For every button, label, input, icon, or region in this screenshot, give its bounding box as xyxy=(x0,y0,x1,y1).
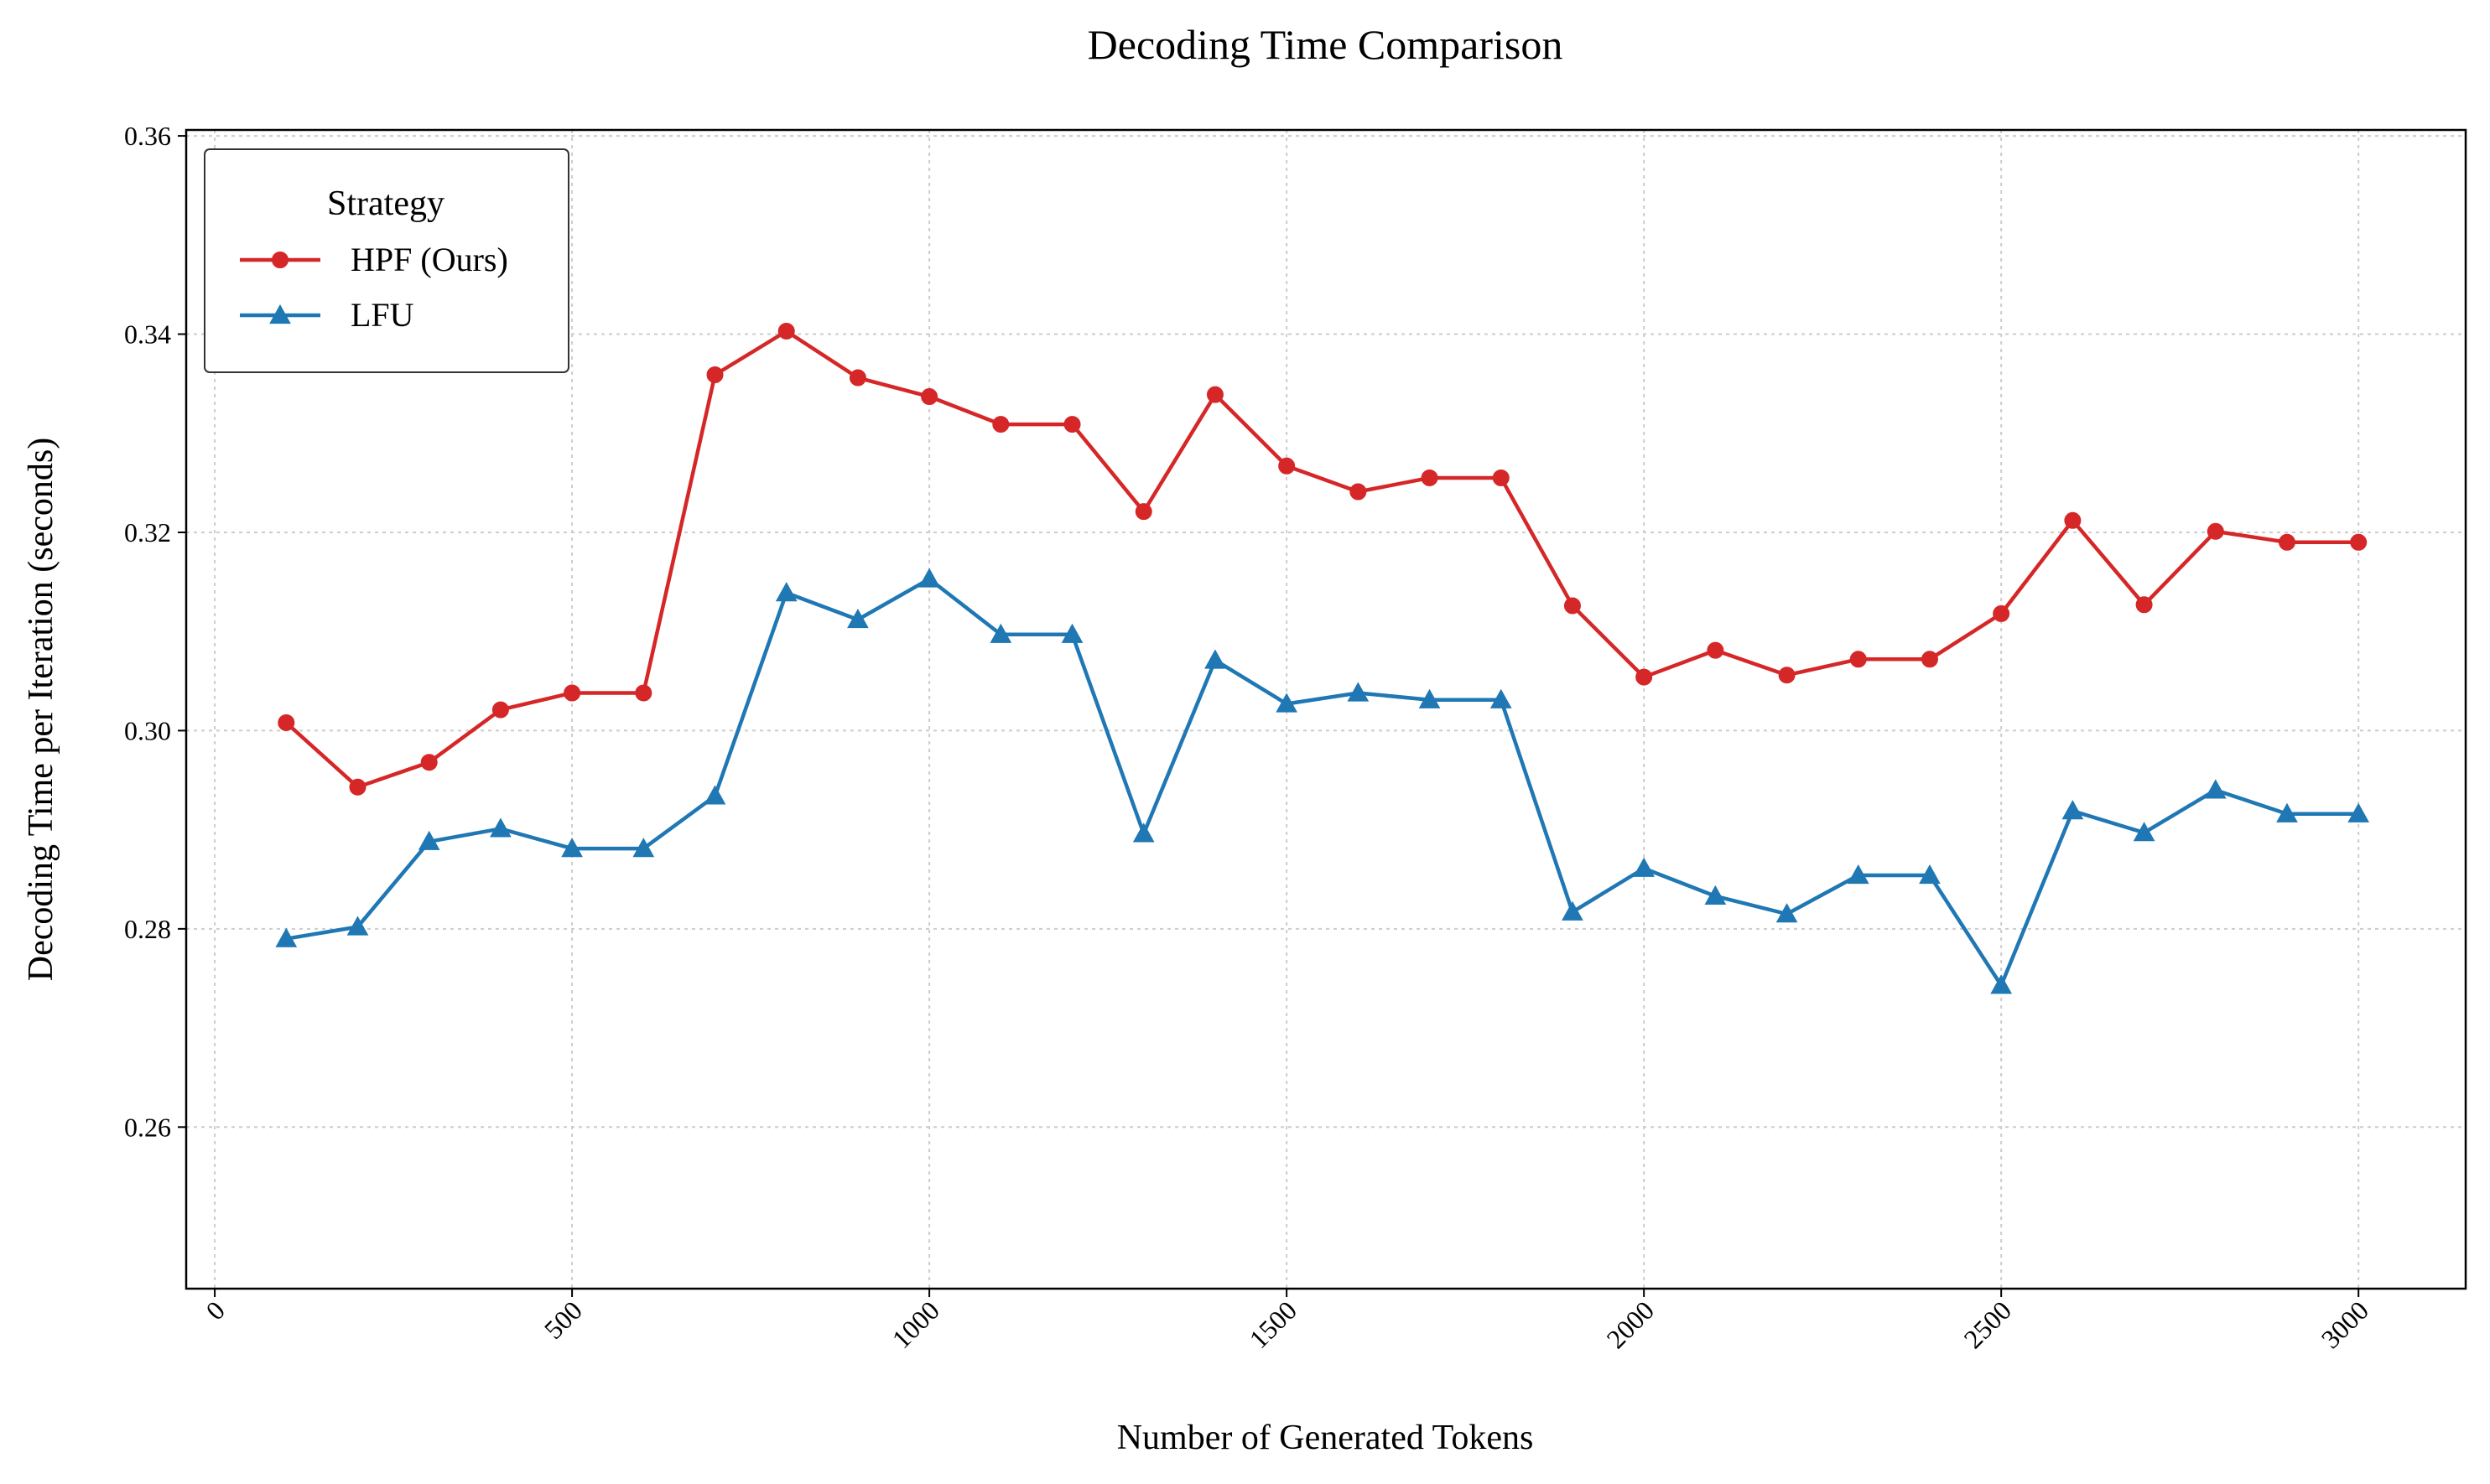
data-point-hpf-ours xyxy=(564,684,581,702)
data-point-lfu xyxy=(1919,864,1941,885)
data-point-hpf-ours xyxy=(1421,469,1438,486)
data-point-hpf-ours xyxy=(635,684,652,702)
y-tick-label: 0.32 xyxy=(124,517,171,547)
data-point-hpf-ours xyxy=(2064,511,2082,529)
data-point-lfu xyxy=(1633,857,1656,877)
data-point-lfu xyxy=(1562,900,1583,921)
data-point-hpf-ours xyxy=(1492,469,1510,486)
data-point-lfu xyxy=(990,623,1012,643)
series-hpf-ours xyxy=(278,322,2368,796)
data-point-hpf-ours xyxy=(849,369,866,387)
data-point-hpf-ours xyxy=(706,366,724,384)
legend-item-lfu: LFU xyxy=(240,296,414,334)
data-point-lfu xyxy=(1347,682,1370,702)
data-point-hpf-ours xyxy=(2278,533,2295,551)
data-point-lfu xyxy=(847,608,869,629)
data-point-lfu xyxy=(2347,802,2370,822)
data-point-hpf-ours xyxy=(1921,651,1938,668)
legend-item-hpf-ours: HPF (Ours) xyxy=(240,241,508,278)
plot-frame xyxy=(185,128,2467,1290)
data-point-lfu xyxy=(1132,822,1155,843)
data-point-hpf-ours xyxy=(2135,596,2153,614)
data-point-lfu xyxy=(2204,779,2227,799)
series-line-lfu xyxy=(285,577,2359,988)
data-point-hpf-ours xyxy=(491,701,509,719)
data-point-lfu xyxy=(561,838,583,858)
data-point-lfu xyxy=(1847,864,1869,885)
series-line-hpf-ours xyxy=(284,329,2359,790)
y-tick-label: 0.28 xyxy=(124,914,171,944)
data-point-lfu xyxy=(346,916,369,936)
data-point-hpf-ours xyxy=(1993,604,2010,622)
series-layer xyxy=(275,322,2370,994)
data-point-lfu xyxy=(275,927,298,947)
data-point-lfu xyxy=(1204,649,1226,669)
data-point-hpf-ours xyxy=(2350,533,2368,551)
data-point-lfu xyxy=(1990,974,2013,994)
data-point-lfu xyxy=(1418,688,1441,708)
data-point-lfu xyxy=(2061,800,2084,820)
legend: Strategy HPF (Ours) LFU xyxy=(204,148,569,373)
data-point-lfu xyxy=(1276,693,1297,713)
data-point-lfu xyxy=(2133,822,2155,842)
legend-title: Strategy xyxy=(327,184,444,223)
chart-title: Decoding Time Comparison xyxy=(1088,21,1563,68)
y-tick-label: 0.34 xyxy=(124,319,171,350)
data-point-hpf-ours xyxy=(1135,503,1152,521)
data-point-lfu xyxy=(1775,903,1798,923)
legend-items: HPF (Ours) LFU xyxy=(240,241,508,334)
data-point-hpf-ours xyxy=(1563,597,1581,615)
data-point-hpf-ours xyxy=(2207,522,2224,540)
data-point-hpf-ours xyxy=(992,416,1010,433)
data-point-hpf-ours xyxy=(1206,386,1224,403)
data-point-hpf-ours xyxy=(1849,651,1867,668)
data-point-hpf-ours xyxy=(1063,416,1081,433)
y-axis: 0.26 0.28 0.30 0.32 0.34 0.36 xyxy=(124,121,186,1142)
y-axis-title: Decoding Time per Iteration (seconds) xyxy=(22,438,60,982)
y-tick-label: 0.26 xyxy=(124,1112,171,1142)
data-point-lfu xyxy=(918,568,940,588)
data-point-lfu xyxy=(1704,885,1727,905)
data-point-lfu xyxy=(632,838,655,858)
data-point-hpf-ours xyxy=(1778,667,1796,684)
data-point-hpf-ours xyxy=(349,778,366,796)
data-point-lfu xyxy=(490,817,512,838)
legend-marker-lfu xyxy=(269,304,291,324)
data-point-lfu xyxy=(775,582,798,602)
data-point-lfu xyxy=(1489,688,1512,708)
legend-marker-hpf-ours xyxy=(272,252,289,268)
data-point-lfu xyxy=(1061,623,1084,643)
legend-label-hpf-ours: HPF (Ours) xyxy=(351,241,508,278)
data-point-hpf-ours xyxy=(921,388,938,406)
legend-label-lfu: LFU xyxy=(351,296,414,334)
data-point-hpf-ours xyxy=(420,754,438,771)
data-point-hpf-ours xyxy=(1278,457,1296,475)
data-point-hpf-ours xyxy=(1707,641,1724,659)
data-point-lfu xyxy=(704,785,726,805)
data-point-hpf-ours xyxy=(1635,668,1653,686)
data-point-hpf-ours xyxy=(278,713,295,731)
y-tick-label: 0.36 xyxy=(124,121,171,151)
series-lfu xyxy=(275,568,2370,994)
data-point-lfu xyxy=(418,830,440,850)
data-point-lfu xyxy=(2276,802,2298,822)
data-point-hpf-ours xyxy=(1349,483,1367,501)
y-tick-label: 0.30 xyxy=(124,715,171,745)
x-axis-title: Number of Generated Tokens xyxy=(1117,1419,1534,1457)
data-point-hpf-ours xyxy=(777,322,795,340)
